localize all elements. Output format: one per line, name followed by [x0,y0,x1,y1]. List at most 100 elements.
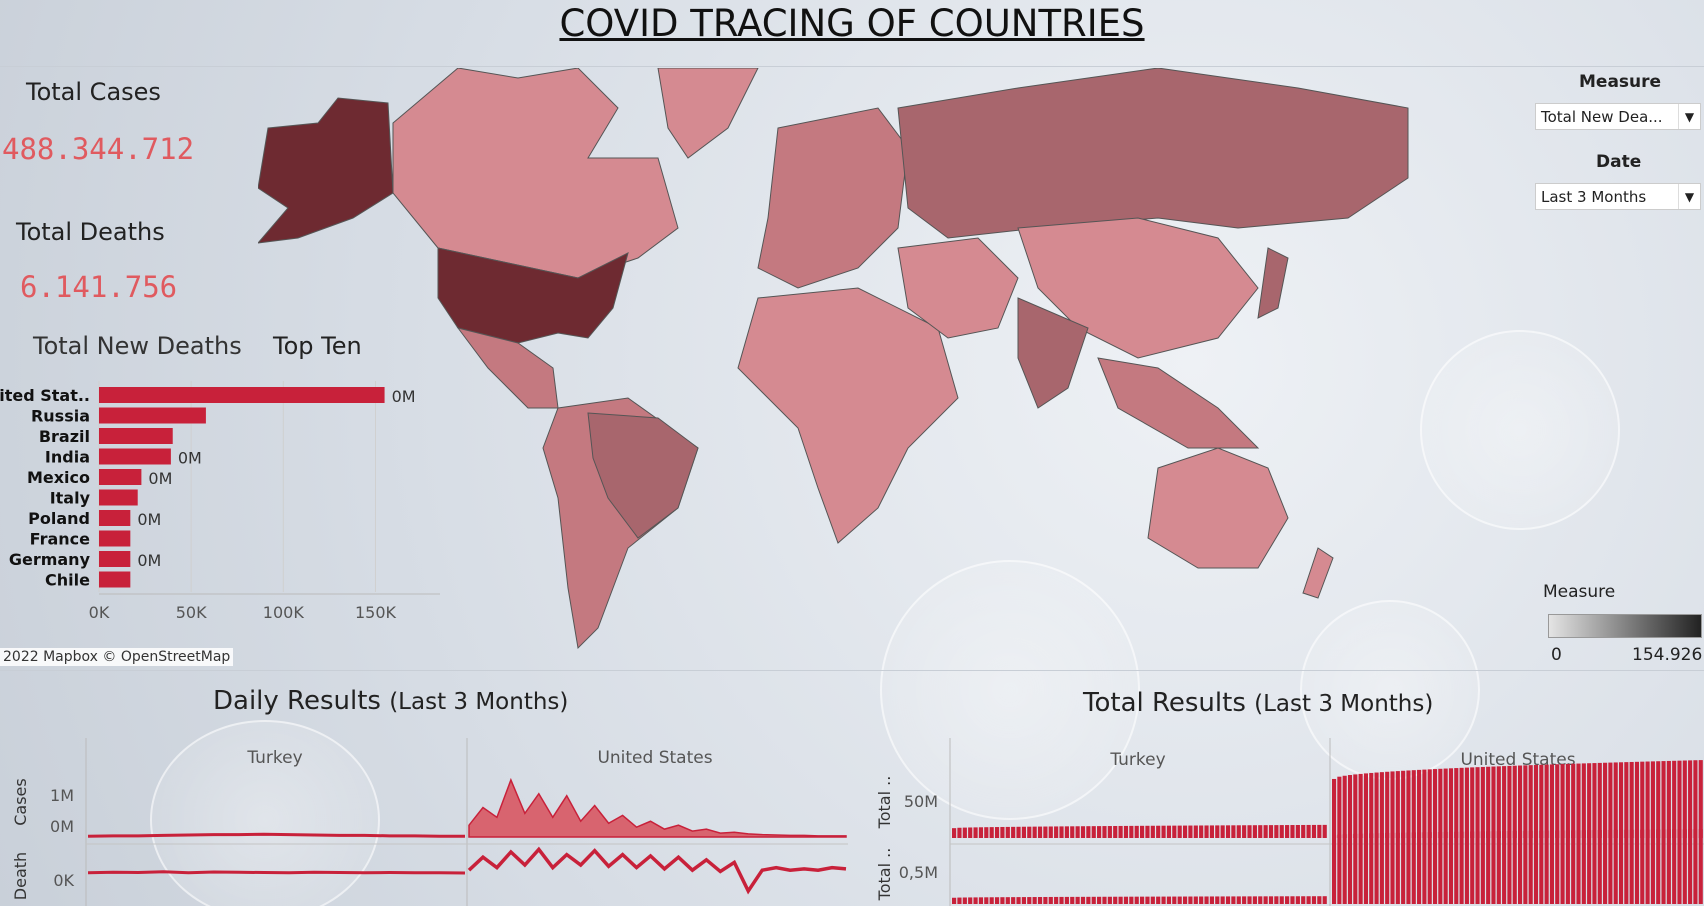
total-results-title: Total Results (Last 3 Months) [1083,688,1433,718]
date-dropdown-value: Last 3 Months [1541,188,1647,206]
total-bar [1156,825,1161,838]
total-bar [1688,760,1693,838]
chevron-down-icon[interactable]: ▼ [1678,184,1700,209]
map-region-africa[interactable] [737,287,959,544]
top-ten-data-label: 0M [137,510,161,529]
total-bar [1156,896,1161,904]
total-bar [1021,897,1026,904]
total-bar [1374,833,1379,904]
total-bar [1145,896,1150,904]
total-bar [1080,896,1086,904]
map-region-japan[interactable] [1257,247,1289,319]
total-bar [1629,829,1634,904]
total-bar [1342,775,1347,838]
total-bar [1363,773,1368,838]
total-bar [994,897,1000,904]
total-bar [1560,764,1565,838]
total-bar [978,897,984,904]
total-bar [1129,896,1134,904]
total-bar [1021,826,1026,838]
total-bar [1258,896,1263,904]
total-bar [1231,896,1236,904]
total-bar [1075,826,1080,838]
total-bar [1486,831,1491,904]
total-bar [1395,832,1400,904]
total-bar [1064,826,1069,838]
total-bar [1172,825,1177,838]
total-bar [1347,834,1353,904]
total-ytick-05m: 0,5M [899,863,938,882]
total-bar [1054,826,1059,838]
map-region-europe[interactable] [757,107,909,289]
virus-decoration [1420,330,1620,530]
total-bar [1236,896,1241,904]
map-region-usa[interactable] [437,247,629,344]
total-bar [1629,761,1634,838]
total-bar [1693,829,1698,904]
map-region-india[interactable] [1017,297,1089,409]
measure-dropdown[interactable]: Total New Dea... ▼ [1535,103,1701,130]
daily-ytick-1m: 1M [50,786,74,805]
total-bar [1661,761,1666,838]
total-results-chart: Turkey United States Total .. Total .. 5… [875,738,1704,906]
total-bar [1544,830,1549,904]
total-bar [1608,762,1613,838]
total-bar [1587,830,1592,904]
daily-ytick-0m: 0M [50,817,74,836]
total-bar [1672,760,1677,838]
total-bar [1432,769,1438,838]
map-region-greenland[interactable] [657,68,759,159]
map-region-middle-east[interactable] [897,237,1019,339]
chevron-down-icon[interactable]: ▼ [1678,104,1700,129]
total-bar [1385,771,1390,838]
total-cases-label: Total Cases [26,78,161,106]
total-bar [1512,765,1517,838]
total-bar [1332,835,1337,904]
total-bar [1247,896,1252,904]
total-bar [1220,896,1225,904]
map-region-brazil[interactable] [587,412,699,539]
total-bar [1592,830,1597,904]
map-region-canada[interactable] [392,68,679,279]
total-bar [1379,833,1384,904]
total-bar [1193,825,1198,838]
map-region-alaska[interactable] [258,97,394,244]
total-bar [1581,830,1586,904]
map-region-russia[interactable] [897,68,1409,239]
daily-title-sub: (Last 3 Months) [389,689,569,715]
total-bar [1113,825,1118,838]
map-region-australia[interactable] [1147,447,1289,569]
world-choropleth-map[interactable] [258,68,1413,660]
daily-ytick-0k: 0K [53,871,74,890]
map-region-mexico[interactable] [456,327,559,409]
total-bar [1043,826,1048,838]
total-bar [1166,896,1172,904]
top-ten-category-label: India [45,448,90,467]
total-bar [1311,896,1317,904]
total-title-sub: (Last 3 Months) [1254,691,1434,717]
total-bar [1438,832,1443,904]
total-bar [1005,897,1010,904]
total-bar [1290,825,1295,838]
total-bar [1533,830,1539,904]
total-bar [1070,826,1075,838]
total-bar [1417,769,1422,838]
total-bar [1204,825,1209,838]
date-dropdown[interactable]: Last 3 Months ▼ [1535,183,1701,210]
total-bar [1634,829,1640,904]
top-ten-category-label: Brazil [39,427,90,446]
total-bar [1188,825,1193,838]
total-bar [1549,830,1554,904]
map-region-new-zealand[interactable] [1302,547,1334,599]
total-bar [1406,770,1411,838]
total-row-cases-label: Total .. [875,776,894,830]
top-ten-category-label: Italy [50,489,91,508]
total-bar [1199,896,1204,904]
total-bar [989,897,994,904]
map-region-southeast-asia[interactable] [1097,357,1260,449]
total-bar [984,827,989,838]
total-bar [1677,760,1682,838]
total-bar [1358,773,1363,838]
map-region-china[interactable] [1017,217,1259,359]
total-bar [1215,896,1220,904]
